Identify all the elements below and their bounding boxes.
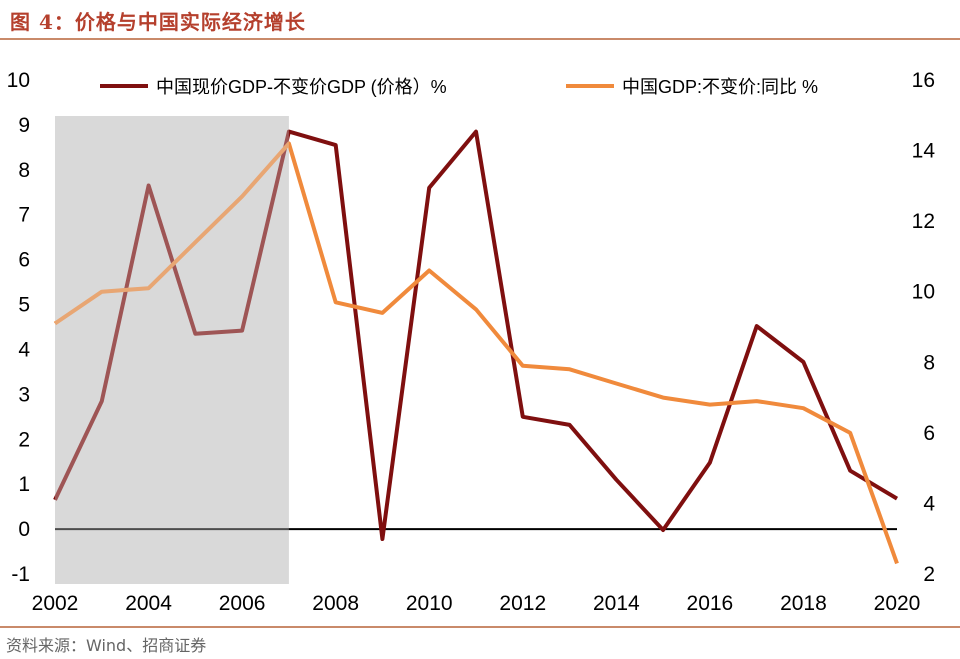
- bottom-rule: [0, 626, 960, 628]
- x-tick-label: 2014: [593, 592, 640, 615]
- shaded-region-overlay: [55, 116, 289, 584]
- x-tick-label: 2018: [780, 592, 827, 615]
- figure-title: 图 4：价格与中国实际经济增长: [10, 10, 306, 34]
- legend-label-real-gdp: 中国GDP:不变价:同比 %: [622, 77, 818, 97]
- y-left-tick-label: 6: [18, 249, 30, 272]
- header: 图 4：价格与中国实际经济增长: [0, 0, 960, 40]
- x-tick-label: 2006: [219, 592, 266, 615]
- top-rule: [0, 38, 960, 40]
- x-tick-label: 2010: [406, 592, 453, 615]
- y-left-tick-label: -1: [11, 563, 30, 586]
- y-left-tick-label: 0: [18, 518, 30, 541]
- y-left-tick-label: 4: [18, 338, 30, 361]
- y-left-tick-label: 1: [18, 473, 30, 496]
- y-left-tick-label: 5: [18, 294, 30, 317]
- x-tick-label: 2004: [125, 592, 172, 615]
- legend: 中国现价GDP-不变价GDP (价格）% 中国GDP:不变价:同比 %: [100, 77, 818, 97]
- x-tick-label: 2008: [312, 592, 359, 615]
- x-tick-label: 2020: [874, 592, 921, 615]
- y-right-tick-label: 10: [912, 281, 935, 304]
- y-right-tick-label: 4: [923, 492, 935, 515]
- series-lines: [53, 116, 899, 584]
- y-left-tick-label: 2: [18, 428, 30, 451]
- y-right-tick-label: 2: [923, 563, 935, 586]
- shaded-region: [55, 116, 289, 584]
- y-right-tick-label: 12: [912, 210, 935, 233]
- y-left-tick-label: 9: [18, 114, 30, 137]
- legend-label-price: 中国现价GDP-不变价GDP (价格）%: [156, 77, 447, 97]
- y-right-tick-label: 14: [912, 140, 936, 163]
- y-right-tick-label: 8: [923, 351, 935, 374]
- y-left-tick-label: 3: [18, 383, 30, 406]
- x-tick-label: 2012: [499, 592, 546, 615]
- source-note: 资料来源：Wind、招商证券: [6, 636, 207, 655]
- y-left-tick-label: 8: [18, 159, 30, 182]
- y-right-tick-label: 6: [923, 422, 935, 445]
- y-left-axis: -1 0 1 2 3 4 5 6 7 8 9 10: [7, 69, 31, 586]
- x-axis: 2002 2004 2006 2008 2010 2012 2014 2016 2018 2020: [32, 592, 921, 615]
- y-right-tick-label: 16: [912, 69, 935, 92]
- y-right-axis: 2 4 6 8 10 12 14 16: [912, 69, 936, 586]
- x-tick-label: 2016: [687, 592, 734, 615]
- x-tick-label: 2002: [32, 592, 79, 615]
- y-left-tick-label: 10: [7, 69, 30, 92]
- y-left-tick-label: 7: [18, 204, 30, 227]
